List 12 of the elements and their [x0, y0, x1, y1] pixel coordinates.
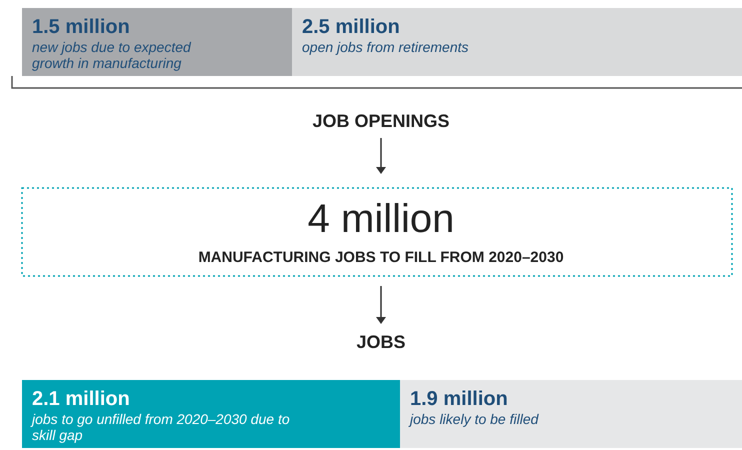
text: JOB OPENINGS — [312, 111, 450, 131]
data-label: 1.9 million — [410, 388, 508, 410]
text: MANUFACTURING JOBS TO FILL FROM 2020–2030 — [198, 249, 564, 266]
series-label: open jobs from retirements — [302, 39, 469, 55]
series-label: new jobs due to expected growth in manufacturing — [32, 39, 192, 71]
data-label: 2.1 million — [32, 388, 130, 410]
series-label: jobs likely to be filled — [408, 411, 540, 427]
text: 4 million — [308, 197, 454, 241]
data-label: 1.5 million — [32, 16, 130, 38]
series-label: jobs to go unfilled from 2020–2030 due to skill gap — [30, 411, 290, 443]
text: JOBS — [356, 332, 406, 352]
data-label: 2.5 million — [302, 16, 400, 38]
